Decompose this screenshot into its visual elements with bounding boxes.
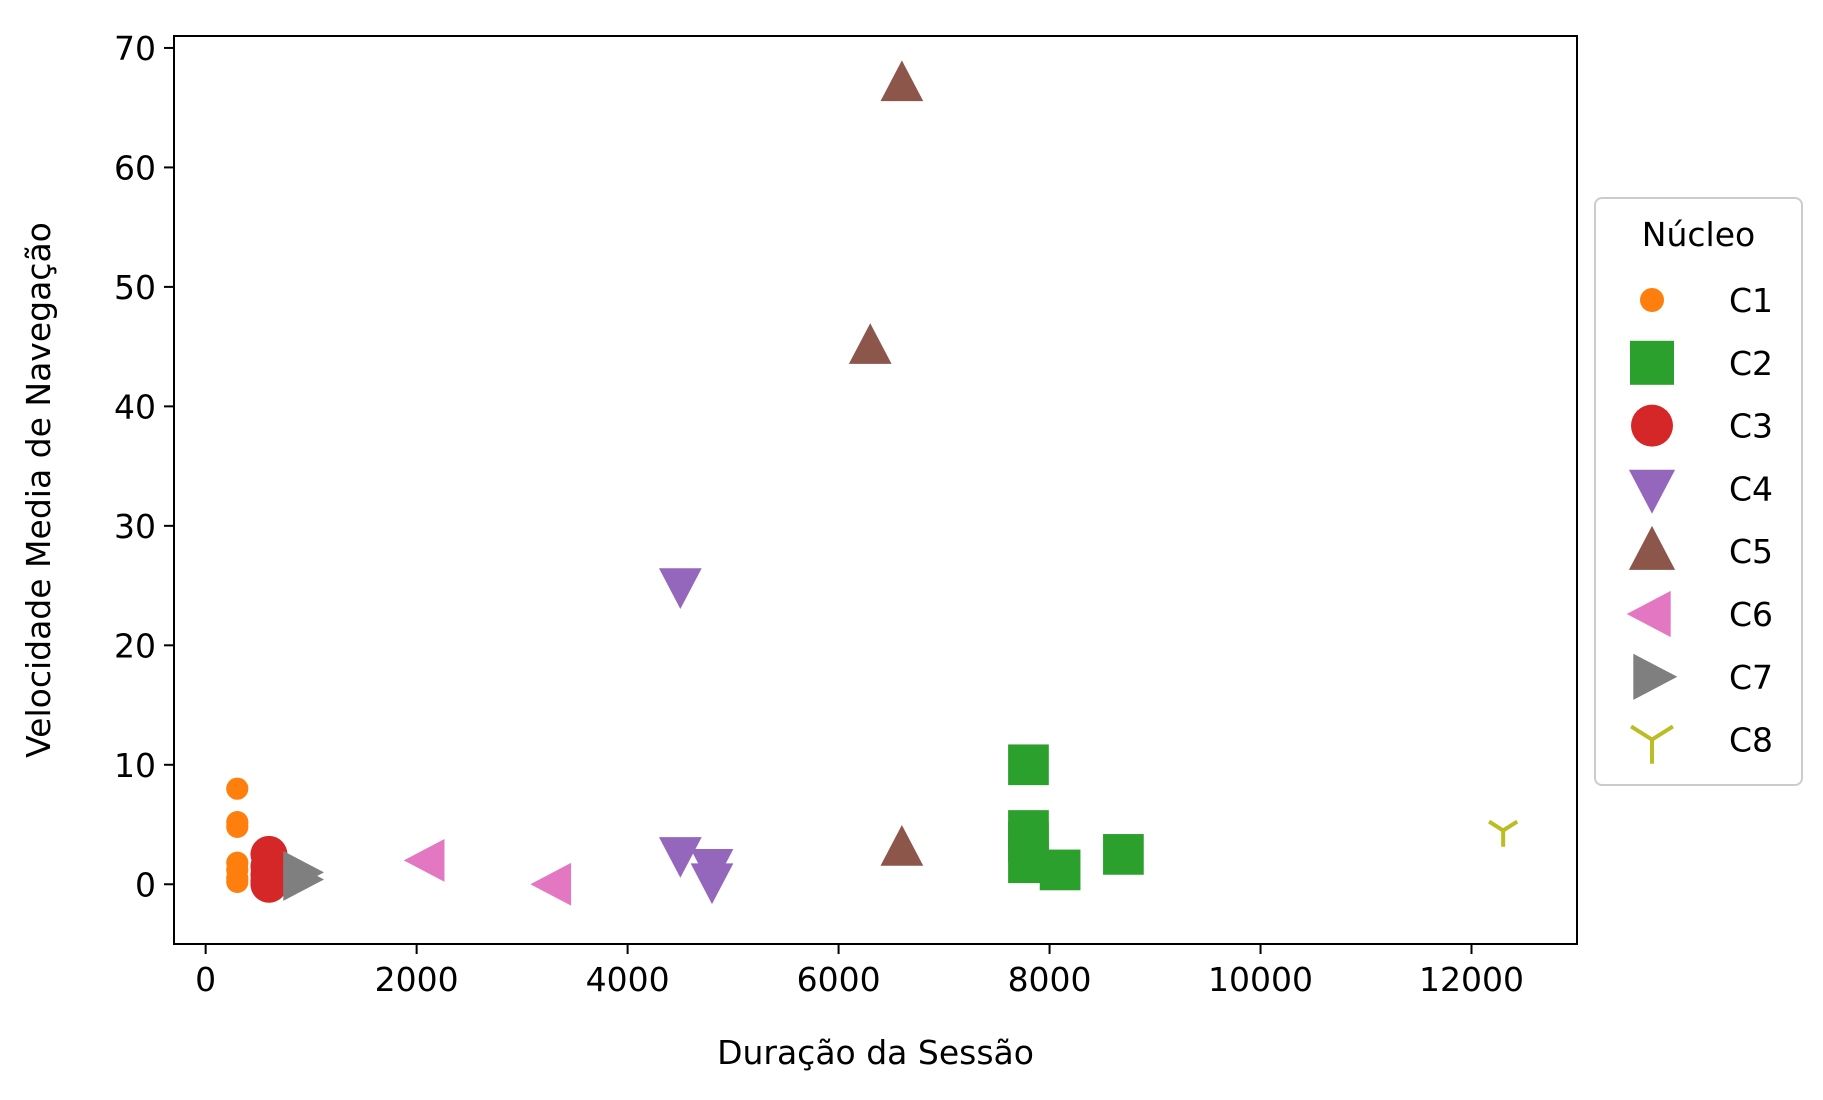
y-axis-label: Velocidade Media de Navegação: [19, 222, 58, 758]
legend-marker: [1626, 590, 1671, 638]
legend-label: C6: [1729, 595, 1773, 634]
data-point-c5: [880, 825, 924, 866]
legend-label: C2: [1729, 344, 1773, 383]
legend-marker: [1630, 340, 1674, 385]
legend-item-c7: C7: [1633, 653, 1773, 700]
x-tick-label: 12000: [1419, 960, 1524, 999]
data-point-c2: [1103, 834, 1144, 875]
legend-item-c4: C4: [1628, 469, 1773, 514]
legend-marker: [1640, 288, 1664, 312]
legend-marker: [1630, 724, 1674, 764]
y-tick-label: 10: [114, 746, 156, 785]
x-axis-label: Duração da Sessão: [717, 1033, 1034, 1072]
data-point-c1: [226, 815, 249, 839]
data-point-c1: [226, 777, 249, 800]
data-point-c6: [530, 862, 572, 906]
y-tick-label: 70: [114, 29, 156, 68]
y-tick-label: 60: [114, 148, 156, 187]
data-point-c2: [1008, 744, 1049, 786]
data-point-c4: [658, 568, 702, 609]
legend-label: C4: [1729, 469, 1773, 508]
x-tick-label: 0: [195, 960, 216, 999]
legend-label: C5: [1729, 532, 1773, 571]
y-tick-label: 30: [114, 507, 156, 546]
x-tick-label: 4000: [586, 960, 670, 999]
legend-marker: [1628, 469, 1676, 514]
data-point-c4: [658, 837, 702, 878]
legend-marker: [1633, 653, 1678, 700]
legend-item-c1: C1: [1640, 281, 1773, 320]
legend-title: Núcleo: [1642, 215, 1755, 254]
data-point-c6: [403, 839, 445, 882]
legend: Núcleo C1 C2 C3 C4 C5 C6 C7 C8: [1594, 197, 1803, 786]
plot-frame: [173, 35, 1578, 945]
y-axis: 0 10 20 30 40 50 60 70: [114, 29, 174, 904]
legend-marker: [1631, 404, 1673, 447]
x-tick-label: 6000: [797, 960, 881, 999]
data-point-c5: [848, 323, 892, 364]
legend-label: C3: [1729, 407, 1773, 446]
plot-area: [174, 36, 1577, 944]
x-tick-label: 8000: [1008, 960, 1092, 999]
y-tick-label: 50: [114, 268, 156, 307]
legend-marker: [1628, 525, 1676, 570]
data-point-c8: [1488, 819, 1519, 847]
data-point-c4: [690, 863, 734, 905]
y-tick-label: 0: [135, 865, 156, 904]
x-axis: 0 2000 4000 6000 8000 10000 12000: [195, 944, 1524, 999]
x-tick-label: 2000: [375, 960, 459, 999]
legend-item-c6: C6: [1626, 590, 1773, 638]
legend-label: C7: [1729, 658, 1773, 697]
legend-item-c3: C3: [1631, 404, 1773, 447]
y-tick-label: 20: [114, 626, 156, 665]
data-point-c1: [226, 870, 249, 893]
legend-item-c2: C2: [1630, 340, 1773, 385]
legend-label: C8: [1729, 721, 1773, 760]
data-point-c3: [250, 865, 288, 903]
legend-item-c5: C5: [1628, 525, 1773, 571]
data-point-c2: [1039, 849, 1081, 891]
data-point-c7: [283, 858, 324, 901]
data-point-c5: [880, 60, 924, 102]
legend-item-c8: C8: [1630, 721, 1773, 764]
x-tick-label: 10000: [1208, 960, 1313, 999]
legend-label: C1: [1729, 281, 1773, 320]
data-marks: [226, 60, 1519, 906]
y-tick-label: 40: [114, 387, 156, 426]
